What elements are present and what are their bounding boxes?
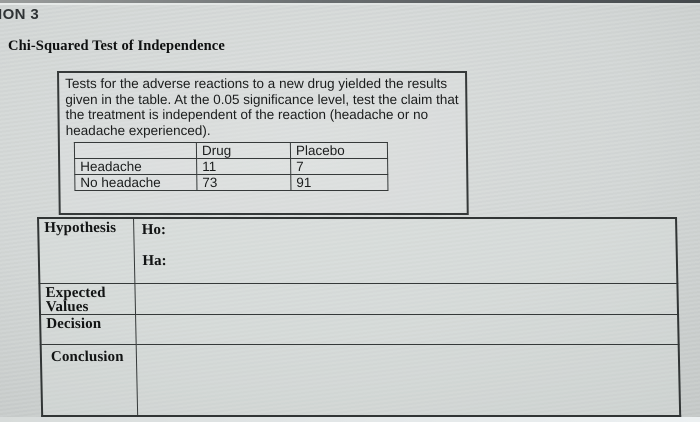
screen-top-edge-highlight: [0, 3, 700, 5]
adverse-reactions-table: Drug Placebo Headache 11 7 No headache 7…: [73, 141, 389, 191]
problem-line: Tests for the adverse reactions to a new…: [65, 76, 448, 91]
conclusion-answer-cell: [135, 344, 681, 416]
hypothesis-row: Hypothesis Ho: Ha:: [38, 218, 678, 283]
page-title: Chi-Squared Test of Independence: [8, 38, 225, 54]
no-headache-placebo-count: 91: [290, 174, 388, 191]
no-headache-row: No headache 73 91: [74, 174, 388, 191]
headache-placebo-count: 7: [290, 158, 388, 175]
answer-worksheet-table: Hypothesis Ho: Ha: Expected Values Decis…: [37, 217, 682, 417]
hypothesis-label: Hypothesis: [38, 218, 135, 283]
alt-hypothesis-prefix: Ha:: [142, 253, 167, 269]
data-table-header-row: Drug Placebo: [74, 142, 388, 159]
conclusion-row: Conclusion: [40, 344, 681, 416]
problem-line: the treatment is independent of the reac…: [65, 107, 429, 123]
decision-row: Decision: [40, 314, 679, 344]
question-number-fragment: ION 3: [0, 6, 40, 23]
headache-row-label: Headache: [74, 158, 197, 175]
conclusion-label: Conclusion: [40, 344, 138, 416]
expected-values-answer-cell: [134, 283, 679, 314]
decision-label: Decision: [40, 314, 136, 344]
headache-drug-count: 11: [196, 158, 291, 175]
expected-values-row: Expected Values: [39, 283, 679, 315]
headache-row: Headache 11 7: [74, 158, 388, 175]
drug-column-header: Drug: [196, 142, 291, 159]
screen-top-edge: [0, 0, 700, 3]
problem-statement-text: Tests for the adverse reactions to a new…: [59, 73, 466, 139]
problem-line: headache experienced).: [65, 123, 211, 139]
null-hypothesis-prefix: Ho:: [141, 222, 167, 238]
no-headache-row-label: No headache: [74, 174, 197, 191]
no-headache-drug-count: 73: [196, 174, 291, 191]
hypothesis-answer-cell: Ho: Ha:: [133, 218, 678, 283]
problem-statement-box: Tests for the adverse reactions to a new…: [57, 71, 469, 215]
decision-answer-cell: [135, 314, 679, 344]
expected-values-label: Expected Values: [39, 283, 136, 315]
placebo-column-header: Placebo: [290, 142, 388, 159]
data-table-corner-cell: [74, 142, 197, 159]
photo-glare-strip: [0, 417, 700, 422]
problem-line: given in the table. At the 0.05 signific…: [65, 91, 459, 107]
